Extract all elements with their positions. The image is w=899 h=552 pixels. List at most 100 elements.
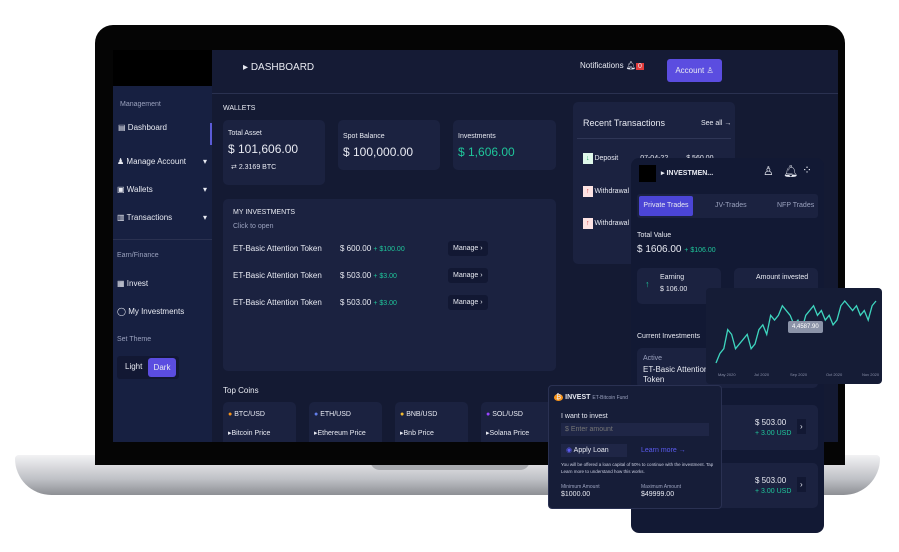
coin-price-label: ▸Solana Price (486, 430, 530, 437)
bell-icon[interactable]: 🔔︎ (783, 164, 799, 178)
investment-row[interactable]: ET-Basic Attention Token (233, 271, 322, 280)
apply-loan-button[interactable]: ◉ Apply Loan (561, 444, 627, 457)
x-tick-label: Sep 2020 (790, 372, 808, 377)
notifications-button[interactable]: Notifications 🔔︎ 0 (580, 61, 644, 70)
header: ▸ DASHBOARD Notifications 🔔︎ 0 Account ♙ (212, 50, 838, 94)
users-icon: ♟ (117, 157, 125, 166)
label: Apply Loan (573, 447, 609, 454)
sidebar-item-wallets[interactable]: ▣ Wallets ▾ (117, 185, 207, 194)
arrow-up-icon: ↑ (583, 186, 593, 197)
coin-card[interactable]: ● BNB/USD ▸Bnb Price (395, 402, 468, 442)
user-icon[interactable]: ♙ (763, 164, 774, 178)
manage-button[interactable]: Manage › (448, 268, 488, 283)
section-earn: Earn/Finance (117, 252, 159, 259)
amount: $ 503.00 (755, 418, 787, 427)
btc-sub: ⇄ 2.3169 BTC (231, 164, 277, 171)
my-investments-panel[interactable]: MY INVESTMENTS Click to open ET-Basic At… (223, 199, 556, 371)
amount: $ 503.00 (755, 476, 787, 485)
receipt-icon: ▥ (117, 213, 125, 222)
coin-card[interactable]: ● ETH/USD ▸Ethereum Price (309, 402, 382, 442)
change: + $3.00 (373, 273, 397, 280)
arrow-down-icon: ↓ (583, 153, 593, 164)
label: See all (701, 120, 723, 127)
amount-group: $ 503.00 + $3.00 (340, 298, 397, 307)
tab-private-trades[interactable]: Private Trades (639, 196, 693, 216)
apps-icon[interactable]: ⁘ (802, 163, 813, 177)
change: + 3.00 USD (755, 430, 792, 437)
sidebar-item-dashboard[interactable]: ▤ Dashboard (118, 123, 212, 145)
learn-more-link[interactable]: Learn more → (641, 447, 686, 454)
sidebar-item-transactions[interactable]: ▥ Transactions ▾ (117, 213, 207, 222)
label: Bitcoin Price (231, 430, 271, 437)
title: MY INVESTMENTS (233, 209, 296, 216)
amount-input[interactable] (561, 423, 709, 436)
coin-card[interactable]: ● BTC/USD ▸Bitcoin Price (223, 402, 296, 442)
chevron-right-icon[interactable]: › (797, 477, 806, 492)
sidebar-item-my-investments[interactable]: ◯ My Investments (117, 307, 184, 316)
arrow-up-icon: ↑ (583, 218, 593, 229)
divider (577, 138, 731, 139)
theme-dark-button[interactable]: Dark (148, 358, 176, 377)
caret-down-icon: ▾ (202, 157, 207, 166)
wallets-title: WALLETS (223, 105, 256, 112)
coin-pair: ● BNB/USD (400, 411, 437, 418)
coin-price-label: ▸Ethereum Price (314, 430, 366, 437)
invest-header: ₿ INVEST ET-Bitcoin Fund (554, 394, 628, 401)
x-tick-label: Jul 2020 (754, 372, 770, 377)
divider (113, 239, 212, 240)
label: Ethereum Price (317, 430, 366, 437)
label: Bnb Price (403, 430, 434, 437)
max-label: Maximum Amount (641, 484, 682, 490)
change: + 3.00 USD (755, 488, 792, 495)
min-value: $1000.00 (561, 491, 591, 498)
value: $ 106.00 (660, 286, 688, 293)
wallet-icon: ▣ (117, 185, 125, 194)
theme-light-button[interactable]: Light (125, 362, 143, 371)
theme-label: Set Theme (117, 336, 152, 343)
value: $ 1606.00 (637, 244, 682, 255)
amount: $ 503.00 (340, 298, 372, 307)
chart-tooltip: 4,4587.90 (788, 321, 823, 333)
value: $ 100,000.00 (343, 145, 414, 159)
investment-row[interactable]: ET-Basic Attention Token (233, 244, 322, 253)
label: Manage (453, 245, 479, 252)
type: Withdrawal (594, 220, 630, 227)
change: + $106.00 (684, 247, 716, 254)
coin-pair: ● BTC/USD (228, 411, 265, 418)
pair: SOL/USD (492, 411, 523, 418)
want-label: I want to invest (561, 413, 608, 420)
transaction-row[interactable]: ↑ Withdrawal (583, 186, 629, 197)
tab-jv-trades[interactable]: JV-Trades (715, 202, 747, 209)
coin-card[interactable]: ● SOL/USD ▸Solana Price (481, 402, 554, 442)
account-button[interactable]: Account ♙ (667, 59, 722, 82)
type: Deposit (594, 155, 619, 162)
investment-row[interactable]: ET-Basic Attention Token (233, 298, 322, 307)
transaction-row[interactable]: ↑ Withdrawal (583, 218, 630, 229)
chevron-right-icon[interactable]: › (797, 419, 806, 434)
total-value: $ 1606.00 + $106.00 (637, 244, 716, 255)
sidebar-item-manage-account[interactable]: ♟ Manage Account ▾ (117, 157, 207, 166)
manage-button[interactable]: Manage › (448, 241, 488, 256)
max-value: $49999.00 (641, 491, 675, 498)
coin-icon: ● (228, 411, 233, 418)
sidebar-item-invest[interactable]: ▦ Invest (117, 279, 148, 288)
logo (113, 50, 212, 86)
label: Manage (453, 272, 479, 279)
sidebar: Management ▤ Dashboard ♟ Manage Account ▾… (113, 50, 212, 442)
mobile-title: ▸ INVESTMEN... (661, 170, 714, 177)
label: Transactions (126, 213, 173, 222)
coin-price-label: ▸Bnb Price (400, 430, 434, 437)
amount-group: $ 503.00 + $3.00 (340, 271, 397, 280)
bitcoin-icon: ₿ (554, 394, 564, 401)
coin-price-label: ▸Bitcoin Price (228, 430, 271, 437)
manage-button[interactable]: Manage › (448, 295, 488, 310)
label: Investments (458, 133, 496, 140)
spot-balance-card: Spot Balance $ 100,000.00 (338, 120, 440, 170)
coin-icon: ● (314, 411, 319, 418)
loan-note: You will be offered a loan capital of 50… (561, 462, 714, 474)
tab-nfp-trades[interactable]: NFP Trades (777, 202, 815, 209)
min-label: Minimum Amount (561, 484, 600, 490)
see-all-link[interactable]: See all → (701, 120, 732, 127)
coin-pair: ● ETH/USD (314, 411, 351, 418)
name: ET-Basic Attention Token (643, 365, 709, 384)
